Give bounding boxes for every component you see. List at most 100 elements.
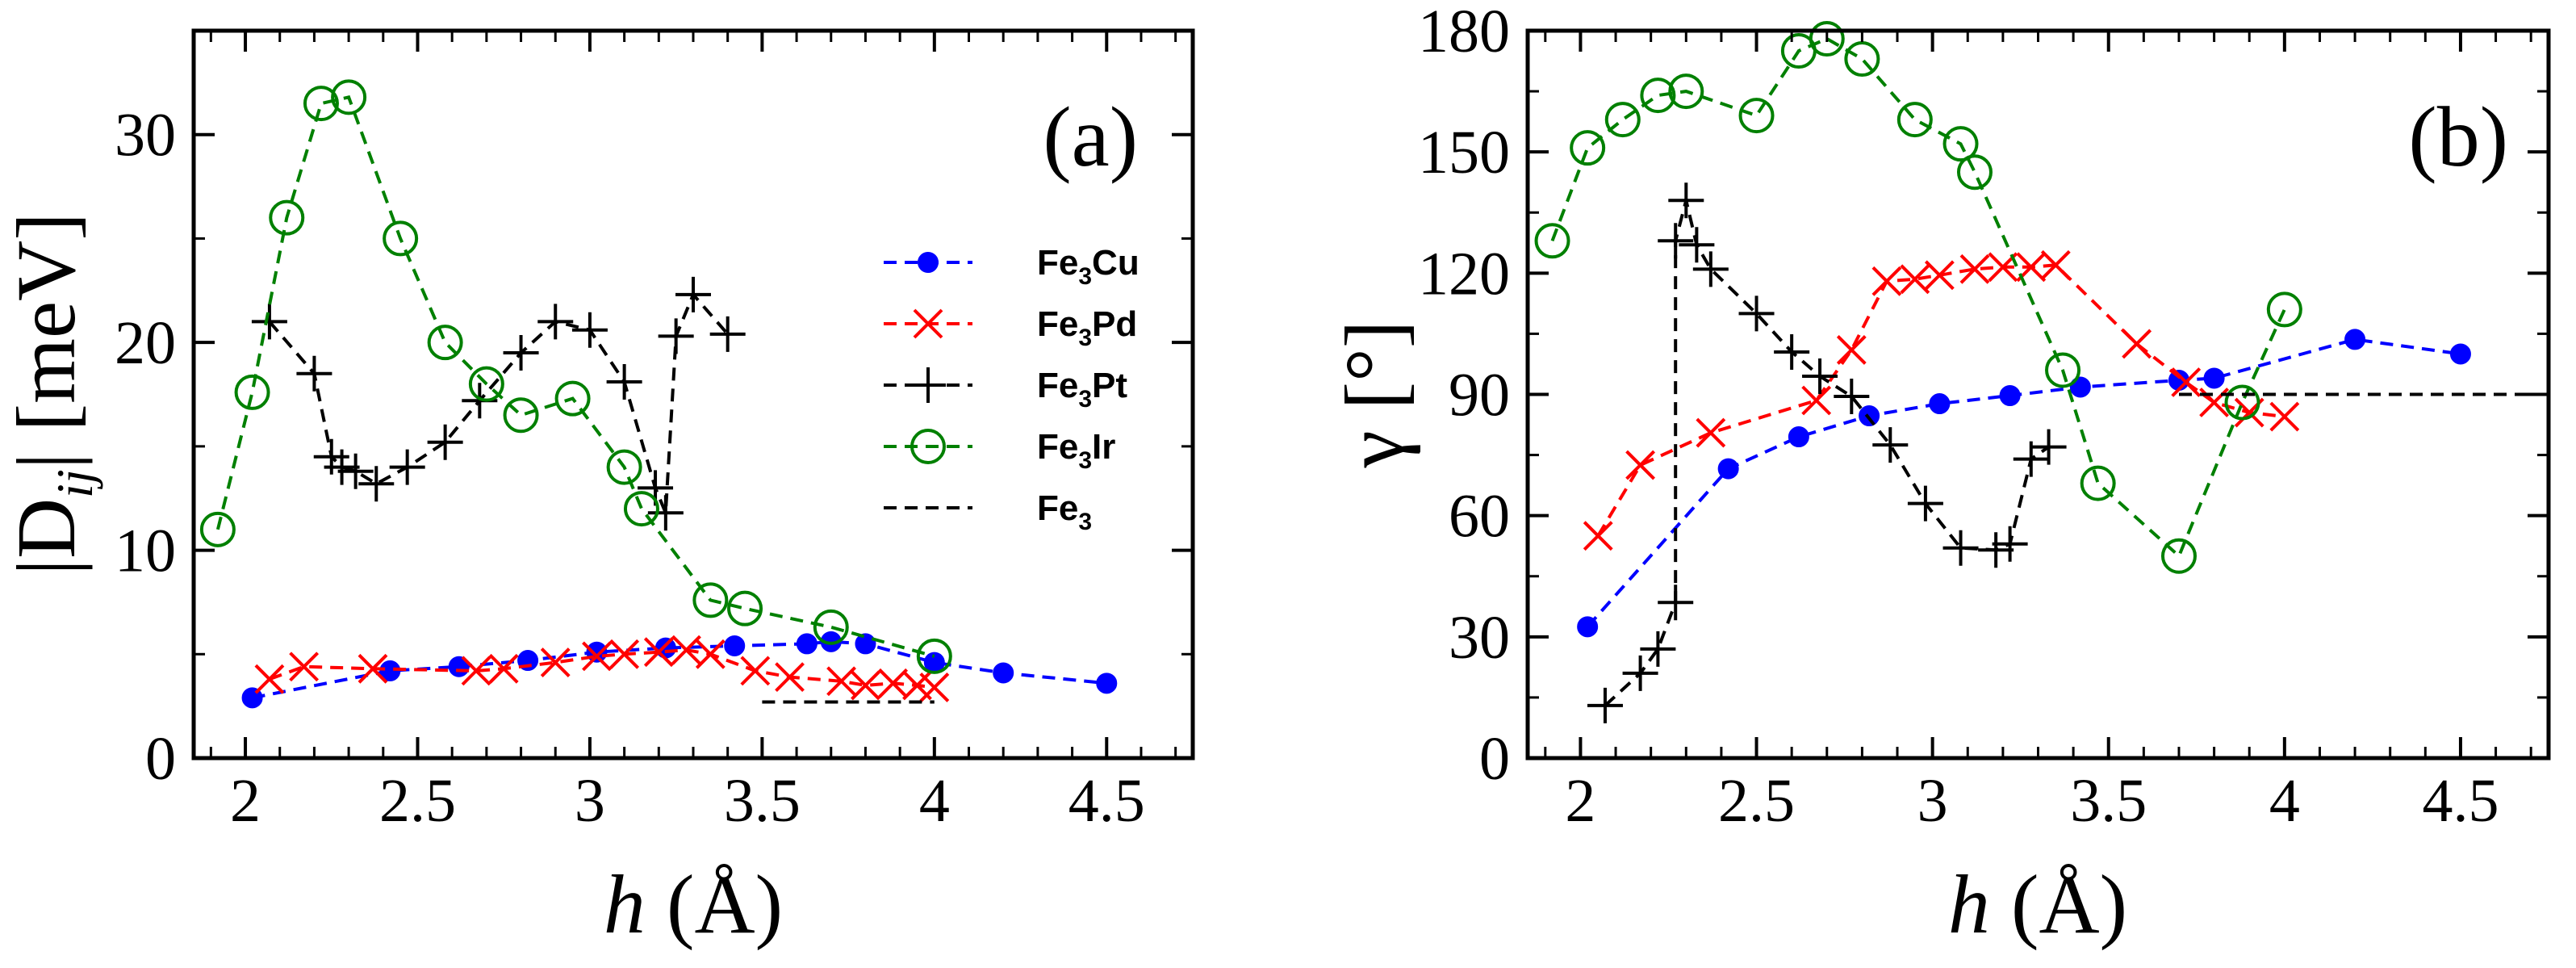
- panel-a-series-fe3pt-point: [647, 495, 684, 531]
- panel-a-series-fe3pd-point: [740, 656, 771, 686]
- panel-b-ticks: 2 2.5 3 3.5 4 4.5 0 30 60 90 120 150 180: [1418, 0, 2549, 835]
- panel-a-ylabel-rest: | [meV]: [0, 212, 93, 469]
- legend-entry-fe3-label: Fe3: [1037, 488, 1092, 535]
- legend-entry-fe3ir-label: Fe3Ir: [1037, 427, 1115, 474]
- panel-a-series-fe3pt-point: [537, 304, 574, 340]
- panel-a-series-fe3ir: [199, 79, 952, 674]
- panel-a-series-fe3ir-point: [234, 374, 270, 410]
- panel-b-x-axis-label: h (Å): [1948, 858, 2127, 951]
- panel-b-series-fe3pt-point: [1992, 526, 2028, 562]
- legend-entry-fe3cu-label-base: Fe: [1037, 243, 1078, 283]
- panel-b-series-fe3pd-line: [1596, 263, 2285, 537]
- panel-a-series-fe3pt-point: [389, 449, 425, 485]
- panel-a-series-fe3ir-point: [554, 380, 591, 417]
- panel-a-series-fe3pt-line: [268, 291, 730, 513]
- legend-entry-fe3pd-label-rest: Pd: [1092, 304, 1137, 344]
- panel-a-series-fe3pd-point: [254, 664, 285, 694]
- panel-a-y-axis-label: |Dij| [meV]: [0, 212, 103, 576]
- panel-b-series-fe3pd-point: [2171, 367, 2202, 397]
- panel-b-series-fe3pd-point: [2269, 401, 2300, 432]
- legend-entry-fe3pd-label: Fe3Pd: [1037, 304, 1137, 351]
- panel-b-series-fe3cu-point: [1929, 393, 1951, 415]
- legend-entry-fe3ir-label-rest: Ir: [1092, 427, 1115, 467]
- panel-b-chart: 2 2.5 3 3.5 4 4.5 0 30 60 90 120 150 180 (b) h (Å) γ…: [1328, 0, 2551, 951]
- panel-b-series-fe3ir-point: [1668, 73, 1704, 110]
- legend-entry-fe3pd-label-sub: 3: [1078, 325, 1092, 351]
- panel-b-series-fe3pd-point: [1871, 266, 1902, 296]
- panel-b-series-fe3ir-point: [2160, 538, 2197, 574]
- panel-a-series-fe3pd-point: [582, 641, 612, 672]
- panel-b-series-fe3ir-point: [1738, 98, 1775, 134]
- legend-entry-fe3pt-label-rest: Pt: [1092, 366, 1127, 405]
- panel-b-y-tick-label: 90: [1449, 362, 1510, 430]
- panel-b-y-axis-label: γ [°]: [1328, 321, 1421, 469]
- legend-entry-fe3: Fe3: [884, 488, 1092, 535]
- panel-a-series-fe3pd: [254, 635, 950, 702]
- legend-entry-fe3pt-marker: [910, 367, 946, 403]
- panel-a-xlabel-rest: (Å): [646, 858, 783, 951]
- panel-b-x-tick-label: 3: [1917, 767, 1948, 835]
- panel-a-series-fe3pd-point: [919, 673, 950, 702]
- panel-b-y-tick-label: 0: [1479, 725, 1510, 793]
- panel-b-series-fe3pd-point: [1583, 521, 1613, 551]
- panel-b-x-tick-label: 4: [2269, 767, 2300, 835]
- panel-b-series-fe3pd-point: [1959, 254, 1990, 284]
- panel-a-series-fe3ir-point: [727, 590, 763, 626]
- panel-a-series-fe3pd-line: [269, 648, 935, 689]
- legend-entry-fe3pd-label-base: Fe: [1037, 304, 1078, 344]
- panel-b-series-fe3pt-point: [1658, 585, 1694, 621]
- panel-b-series-fe3pd-point: [1900, 264, 1930, 295]
- panel-a-series-fe3ir-point: [813, 609, 849, 645]
- panel-a-ticks: 2 2.5 3 3.5 4 4.5 0 10 20 30: [115, 29, 1193, 835]
- legend-entry-fe3ir-label-base: Fe: [1037, 427, 1078, 467]
- panel-a-series-fe3pt-point: [709, 316, 746, 352]
- panel-a-ylabel-main: |D: [0, 498, 93, 576]
- legend-entry-fe3pt-label: Fe3Pt: [1037, 366, 1127, 413]
- legend-entry-fe3-label-sub: 3: [1078, 509, 1092, 535]
- panel-a-series-fe3ir-point: [468, 366, 504, 402]
- panel-b-x-tick-label: 3.5: [2070, 767, 2147, 835]
- panel-b-series-fe3ir-point: [1942, 126, 1979, 162]
- panel-a-label: (a): [1043, 90, 1138, 184]
- panel-a-series-fe3ir-point: [503, 397, 539, 434]
- legend-entry-fe3cu: Fe3Cu: [884, 243, 1140, 290]
- panel-a-series-fe3ir-point: [916, 638, 952, 674]
- panel-b-label: (b): [2408, 90, 2508, 184]
- panel-b-series-fe3cu-point: [1999, 385, 2021, 407]
- legend-entry-fe3cu-label-rest: Cu: [1092, 243, 1140, 283]
- panel-a-x-tick-label: 2.5: [379, 767, 456, 835]
- panel-a-y-tick-label: 10: [115, 518, 176, 585]
- panel-a-series-fe3cu-point: [796, 633, 818, 655]
- panel-b-series-fe3pt-point: [1978, 532, 2014, 568]
- panel-b-series-fe3pt-point: [1907, 485, 1943, 522]
- panel-b-series-fe3pt-point: [1872, 427, 1909, 463]
- panel-a-ylabel-sub: ij: [46, 469, 103, 498]
- panel-a-series-fe3pt-point: [503, 335, 539, 371]
- panel-a-xlabel-italic: h: [604, 858, 646, 951]
- panel-b-y-tick-label: 60: [1449, 483, 1510, 551]
- panel-b-xlabel-italic: h: [1948, 858, 1990, 951]
- panel-b-series-fe3ir-point: [1534, 223, 1570, 259]
- panel-b-series-fe3ir-line: [1550, 36, 2286, 559]
- panel-b-series-fe3ir-point: [1809, 21, 1845, 57]
- panel-a-y-tick-label: 0: [145, 725, 176, 793]
- panel-a-series-fe3pt-point: [337, 453, 374, 489]
- panel-b-series-fe3pd-point: [2040, 249, 2071, 280]
- panel-a-series-fe3ir-point: [427, 325, 463, 361]
- legend-entry-fe3ir: Fe3Ir: [884, 427, 1115, 474]
- panel-a-series-fe3pt-point: [296, 355, 332, 392]
- panel-b-series-fe3ir: [1534, 21, 2302, 574]
- panel-b-series-fe3cu-point: [2449, 343, 2471, 365]
- panel-b-series-fe3ir-point: [1844, 41, 1880, 78]
- panel-a-series-fe3ir-point: [623, 491, 659, 527]
- panel-a-series-fe3pd-point: [878, 668, 909, 698]
- panel-a-series-fe3pd-point: [695, 639, 726, 669]
- panel-a-series-fe3ir-point: [331, 79, 367, 115]
- panel-b-series-fe3pt-point: [1834, 379, 1870, 415]
- legend-entry-fe3pt-label-base: Fe: [1037, 366, 1078, 405]
- panel-a-y-tick-label: 30: [115, 102, 176, 170]
- panel-b-series-group: [1534, 21, 2549, 723]
- panel-a-series-fe3ir-point: [199, 511, 236, 547]
- panel-b-series-fe3ir-point: [1570, 130, 1606, 166]
- panel-b-y-tick-label: 120: [1418, 240, 1510, 308]
